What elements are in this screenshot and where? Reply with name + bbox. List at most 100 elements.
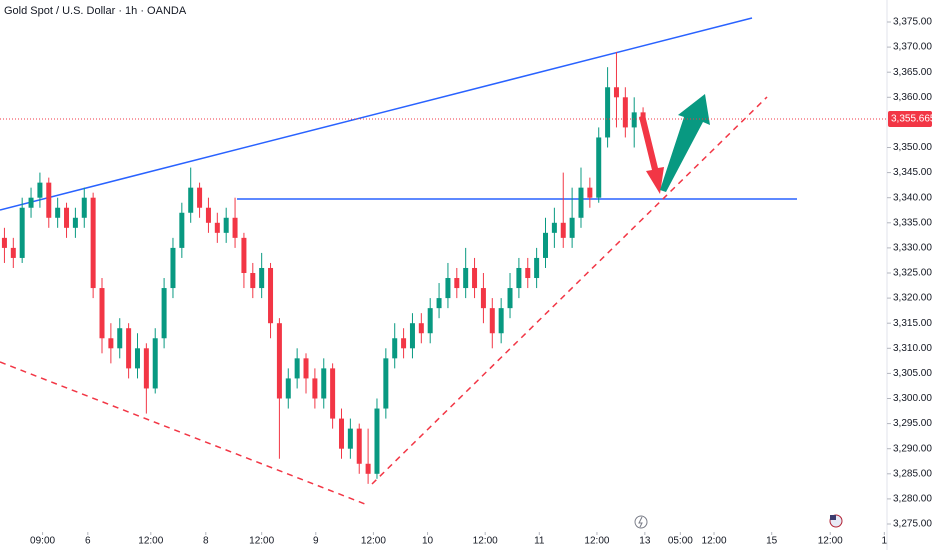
y-tick-label: 3,325.000 [893, 268, 932, 279]
x-tick-label: 05:00 [668, 536, 693, 547]
candle-body [46, 182, 52, 218]
last-price-label: 3,355.665 [891, 114, 932, 125]
x-tick-label: 8 [203, 536, 209, 547]
y-tick-label: 3,335.000 [893, 217, 932, 228]
chart-title: Gold Spot / U.S. Dollar · 1h · OANDA [4, 5, 187, 17]
candle-body [578, 187, 584, 218]
x-tick-label: 6 [85, 536, 91, 547]
y-tick-label: 3,280.000 [893, 494, 932, 505]
candle-body [631, 112, 637, 128]
y-tick-label: 3,320.000 [893, 293, 932, 304]
down-arrow [639, 115, 664, 194]
candle-body [214, 222, 220, 233]
candle-body [152, 338, 158, 389]
x-tick-label: 11 [534, 536, 545, 547]
candle-body [516, 267, 522, 289]
x-tick-label: 15 [766, 536, 778, 547]
candle-body [134, 348, 140, 369]
y-tick-label: 3,345.000 [893, 167, 932, 178]
y-tick-label: 3,340.000 [893, 192, 932, 203]
candle-body [90, 197, 96, 289]
candle-body [303, 358, 309, 379]
candle-body [241, 237, 247, 273]
y-tick-label: 3,300.000 [893, 393, 932, 404]
candle-body [197, 187, 203, 208]
y-tick-label: 3,290.000 [893, 443, 932, 454]
candle-body [472, 267, 478, 289]
event-icon-bolt [638, 516, 643, 528]
candle-body [489, 308, 495, 334]
y-tick-label: 3,370.000 [893, 42, 932, 53]
candles [1, 52, 646, 484]
y-tick-label: 3,275.000 [893, 519, 932, 530]
upper-trendline [0, 17, 753, 211]
candle-body [161, 288, 167, 339]
x-tick-label: 12:00 [702, 536, 727, 547]
candle-body [81, 197, 87, 218]
candle-body [64, 207, 70, 228]
x-tick-label: 12:00 [584, 536, 609, 547]
candle-body [525, 267, 531, 279]
y-tick-label: 3,305.000 [893, 368, 932, 379]
y-tick-label: 3,375.000 [893, 17, 932, 28]
x-tick-label: 09:00 [30, 536, 55, 547]
flag-icon-canton [830, 515, 836, 520]
candle-body [72, 217, 78, 228]
x-tick-label: 12:00 [138, 536, 163, 547]
candle-body [498, 308, 504, 334]
candle-body [374, 408, 380, 474]
x-tick-label: 12:00 [818, 536, 843, 547]
candle-body [622, 97, 628, 128]
candle-body [569, 217, 575, 238]
x-tick-label: 1 [882, 536, 888, 547]
candle-body [223, 217, 229, 233]
x-tick-label: 10 [422, 536, 434, 547]
y-tick-label: 3,365.000 [893, 67, 932, 78]
event-icon[interactable] [634, 515, 648, 529]
candle-body [55, 207, 61, 218]
y-tick-label: 3,315.000 [893, 318, 932, 329]
candle-body [338, 418, 344, 449]
candle-body [232, 217, 238, 238]
candle-body [543, 232, 549, 258]
candle-body [454, 278, 460, 289]
candle-body [480, 288, 486, 309]
candle-body [19, 207, 25, 258]
candle-body [347, 428, 353, 449]
candle-body [613, 87, 619, 98]
candle-body [312, 378, 318, 399]
candle-body [596, 137, 602, 198]
candle-body [587, 187, 593, 198]
candle-body [534, 257, 540, 279]
candle-body [10, 247, 16, 258]
candle-body [250, 273, 256, 289]
y-tick-label: 3,350.000 [893, 142, 932, 153]
candle-body [276, 323, 282, 399]
candle-body [383, 358, 389, 409]
y-tick-label: 3,285.000 [893, 468, 932, 479]
y-tick-label: 3,330.000 [893, 243, 932, 254]
x-tick-label: 12:00 [361, 536, 386, 547]
candle-body [37, 182, 43, 198]
candle-body [392, 338, 398, 359]
y-tick-label: 3,360.000 [893, 92, 932, 103]
candle-body [321, 368, 327, 399]
candle-body [445, 278, 451, 299]
candle-body [117, 328, 123, 349]
candle-body [330, 368, 336, 419]
candle-body [427, 308, 433, 334]
candle-body [294, 358, 300, 379]
candle-body [409, 323, 415, 349]
candle-body [551, 222, 557, 233]
candle-body [126, 328, 132, 369]
candle-body [268, 267, 274, 324]
last-price-tag [888, 111, 932, 128]
candle-body [170, 247, 176, 289]
candle-body [259, 267, 265, 289]
candle-body [605, 87, 611, 138]
candle-body [28, 197, 34, 208]
candle-body [188, 187, 194, 213]
candle-body [418, 323, 424, 334]
